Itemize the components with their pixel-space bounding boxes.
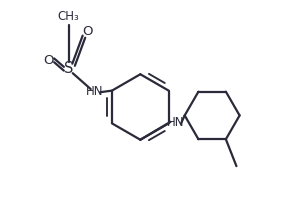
Text: S: S	[64, 61, 73, 76]
Text: O: O	[43, 54, 54, 67]
Text: HN: HN	[86, 85, 104, 98]
Text: CH₃: CH₃	[58, 9, 79, 22]
Text: HN: HN	[166, 116, 184, 129]
Text: O: O	[82, 25, 92, 38]
